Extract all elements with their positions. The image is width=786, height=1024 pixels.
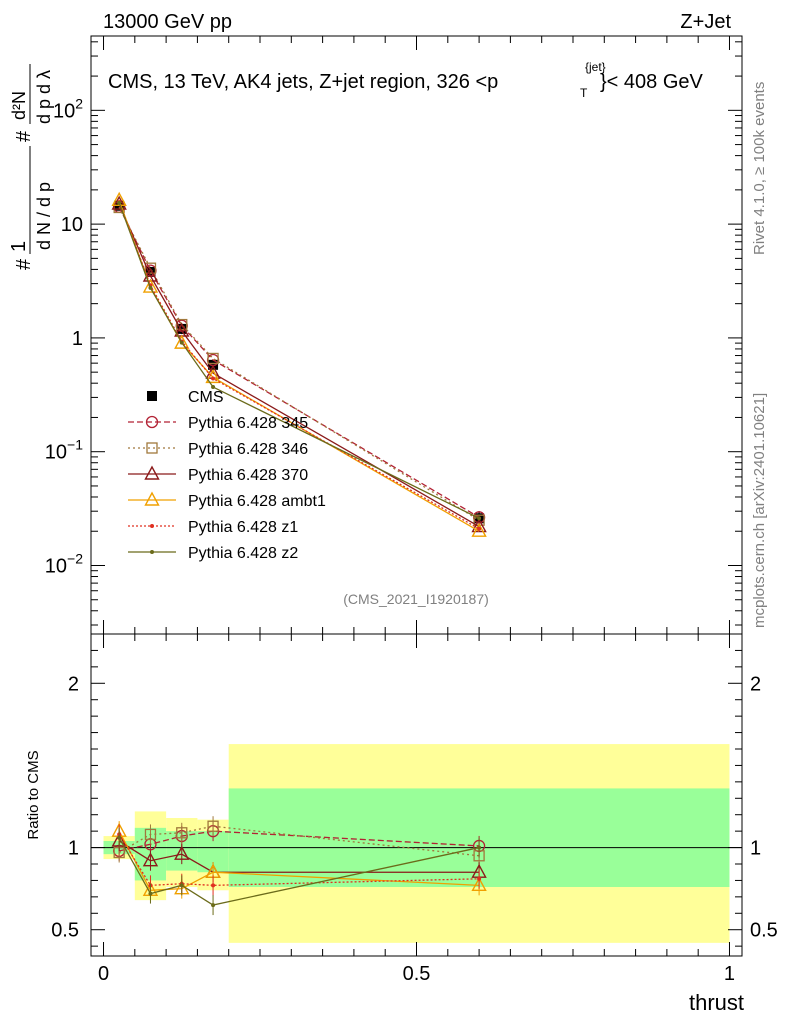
ratio-point [176,827,188,839]
legend-label: Pythia 6.428 z2 [188,545,298,562]
main-point [142,278,159,293]
x-tick-label: 0.5 [403,963,431,985]
ratio-point [471,876,487,892]
ratio-point [142,852,159,867]
legend-label: Pythia 6.428 346 [188,441,308,458]
ratio-point [207,820,219,832]
main-point [477,526,482,531]
ratio-error-bands [91,744,742,943]
legend-marker [144,465,160,480]
main-point [211,376,216,381]
ratio-point [117,835,122,840]
ratio-point [174,845,190,860]
source-note: mcplots.cern.ch [arXiv:2401.10621] [751,393,768,628]
ratio-point [148,891,153,896]
legend-marker [144,491,160,506]
legend-marker [150,550,154,554]
main-point [471,522,487,537]
main-point [471,518,487,533]
legend-label: CMS [188,389,224,406]
main-point [117,200,122,205]
main-y-tick-label: 10 [61,214,83,236]
legend-marker [145,415,159,429]
ratio-point [211,903,216,908]
legend-marker [147,391,157,401]
main-point [205,368,221,384]
plot-title-sup: {jet} [585,60,606,74]
main-y-tick-label: 10−2 [45,550,83,577]
header-left-title: 13000 GeV pp [103,11,232,33]
ratio-point [211,883,216,888]
main-series-line [118,207,480,521]
main-y-tick-label: 102 [53,95,83,122]
main-point [176,318,188,331]
plot-title-main: CMS, 13 TeV, AK4 jets, Z+jet region, 326… [108,71,498,93]
legend: CMS Pythia 6.428 345 Pythia 6.428 346 Pythi… [128,389,326,562]
legend-label: Pythia 6.428 ambt1 [188,493,326,510]
main-point [176,323,187,334]
analysis-id: (CMS_2021_I1920187) [343,591,489,607]
main-y-tick-label: 10−1 [45,437,83,464]
main-point [211,385,216,390]
main-point [477,516,482,521]
plot-title-sub: T [580,86,588,100]
legend-marker [150,524,154,528]
plot-title-tail: }< 408 GeV [600,71,704,93]
ratio-series-layer [111,816,487,916]
main-series-line [118,203,480,528]
ratio-y-tick-label-right: 1 [750,838,761,860]
main-y-axis-label: # 1 d N / d p # d²N d p d λ [8,64,54,270]
axes-ticks: 10−2 10−1 1 10 102 0 0.5 1 0.5 0.5 1 1 2 2 [45,36,778,985]
svg-text:d²N: d²N [9,91,29,120]
ratio-y-tick-label: 2 [68,673,79,695]
main-series-layer [111,191,487,537]
main-point [148,285,153,290]
ratio-y-tick-label-right: 0.5 [750,920,778,942]
legend-label: Pythia 6.428 z1 [188,519,298,536]
svg-text:#: # [13,130,35,142]
legend-label: Pythia 6.428 370 [188,467,308,484]
plot-title: CMS, 13 TeV, AK4 jets, Z+jet region, 326… [108,71,498,93]
rivet-note: Rivet 4.1.0, ≥ 100k events [751,82,768,255]
main-point [111,191,127,206]
svg-text:d p d λ: d p d λ [34,70,54,124]
ratio-y-tick-label: 0.5 [51,920,79,942]
ratio-point [144,828,157,841]
main-point [207,352,219,365]
ratio-y-tick-label-right: 2 [750,673,761,695]
x-tick-label: 0 [98,963,109,985]
x-axis-label: thrust [689,990,744,1015]
ratio-y-axis-label: Ratio to CMS [25,750,42,839]
legend-label: Pythia 6.428 345 [188,415,308,432]
ratio-point [477,876,482,881]
svg-text:1: 1 [8,241,30,252]
ratio-point [179,883,184,888]
svg-text:d N / d p: d N / d p [34,182,54,250]
legend-marker [146,442,158,454]
svg-text:#: # [13,258,35,270]
main-point [111,195,127,210]
main-point [174,334,190,349]
main-point [179,340,184,345]
main-point [144,262,157,274]
ratio-point [477,845,482,850]
x-tick-label: 1 [724,963,735,985]
header-right-title: Z+Jet [680,11,731,33]
ratio-y-tick-label: 1 [68,838,79,860]
main-y-tick-label: 1 [72,328,83,350]
